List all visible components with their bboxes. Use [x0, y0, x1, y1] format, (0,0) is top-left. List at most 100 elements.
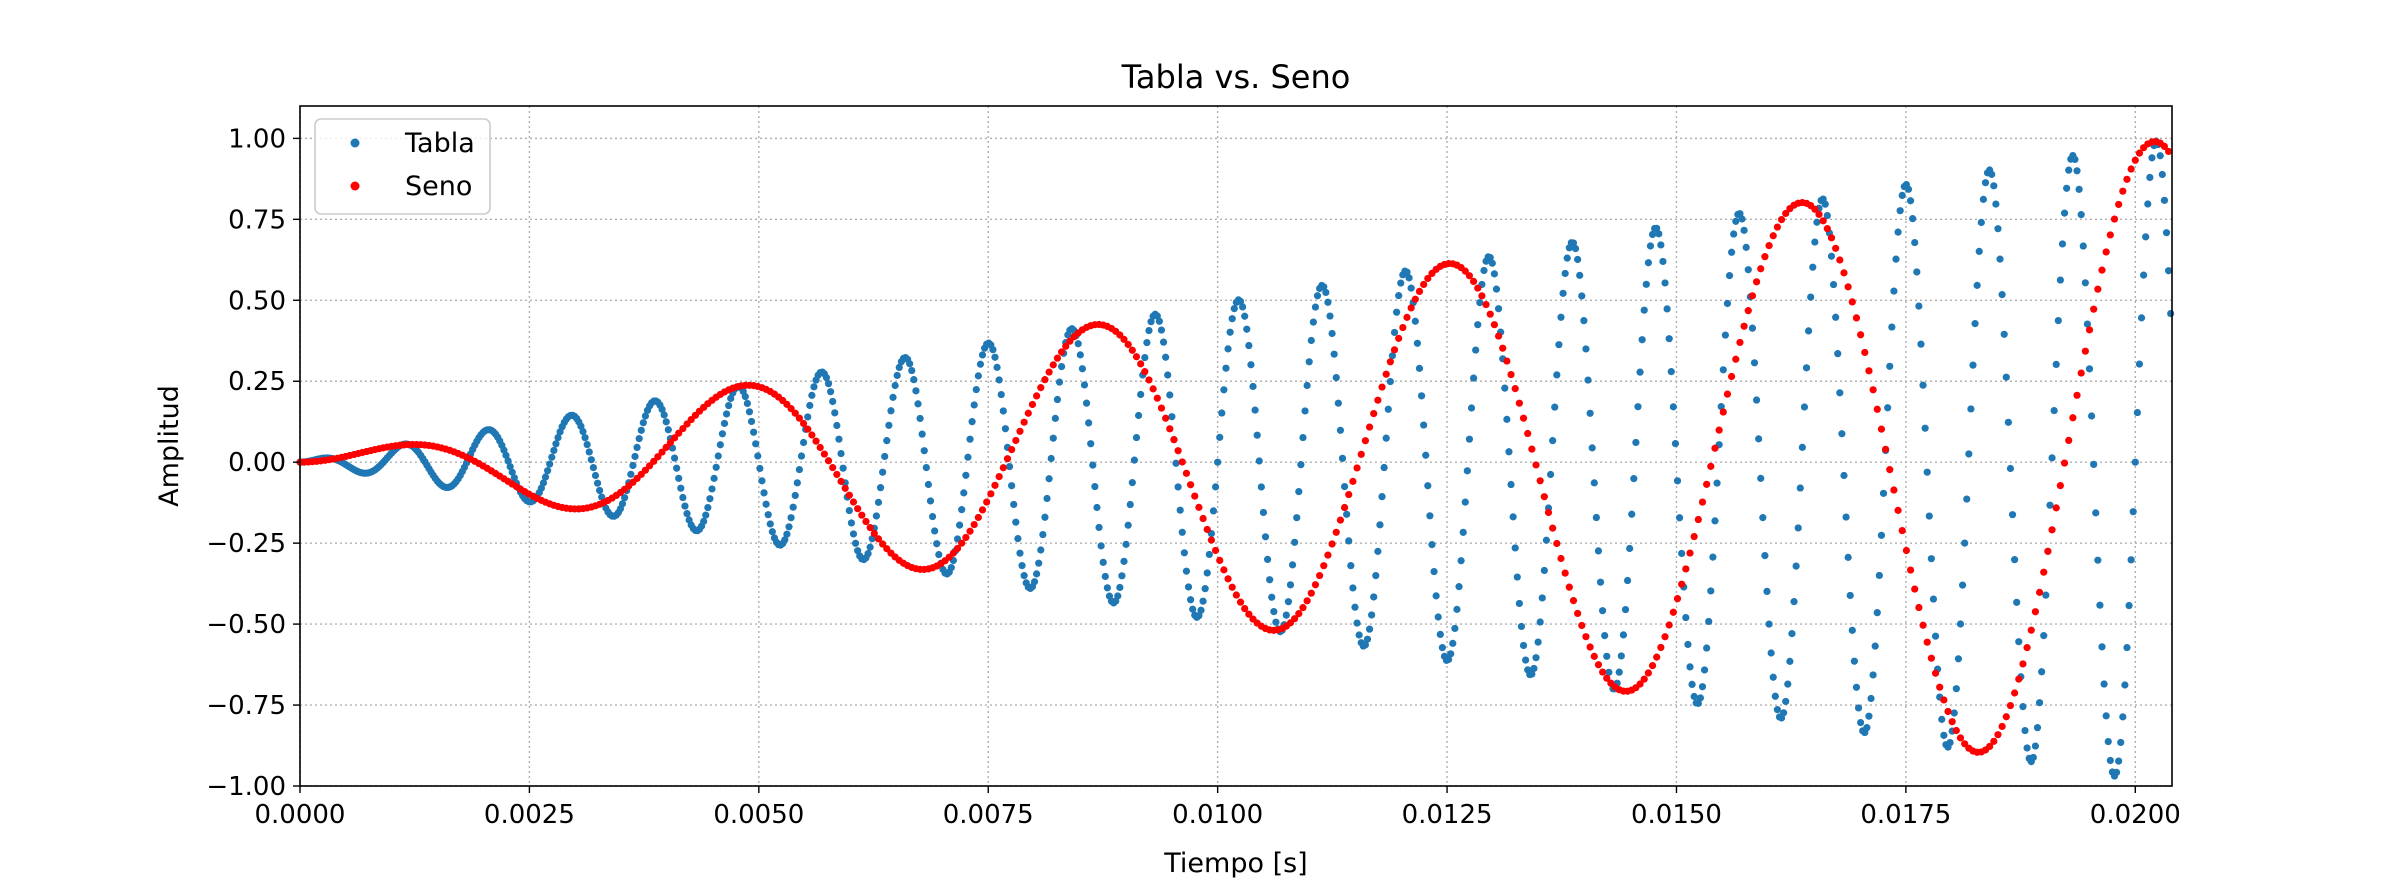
data-point: [1599, 607, 1607, 615]
data-point: [681, 502, 689, 510]
data-point: [799, 438, 808, 447]
data-point: [918, 430, 926, 438]
data-point: [2023, 644, 2031, 652]
x-tick-label: 0.0100: [1172, 800, 1263, 830]
data-point: [1187, 481, 1195, 489]
data-point: [1936, 683, 1944, 691]
data-point: [1565, 583, 1573, 591]
data-point: [1393, 308, 1401, 316]
data-point: [1132, 353, 1141, 361]
data-point: [870, 529, 878, 538]
data-point: [1008, 482, 1016, 490]
data-point: [1328, 540, 1336, 548]
data-point: [1973, 281, 1981, 289]
data-point: [1159, 338, 1168, 346]
y-tick-label: 0.75: [228, 205, 286, 235]
data-point: [849, 498, 858, 506]
data-point: [1640, 675, 1648, 683]
data-point: [1836, 389, 1844, 397]
data-point: [1854, 704, 1863, 712]
data-point: [1690, 692, 1698, 701]
data-point: [1844, 553, 1852, 561]
data-point: [966, 527, 974, 535]
data-point: [1696, 694, 1704, 702]
data-point: [1744, 307, 1752, 315]
data-point: [1386, 358, 1394, 366]
data-point: [1669, 608, 1677, 616]
data-point: [1915, 603, 1923, 612]
data-point: [2090, 460, 2098, 468]
data-point: [928, 512, 937, 521]
data-point: [1245, 610, 1253, 618]
data-point: [2054, 316, 2062, 325]
data-point: [1667, 368, 1675, 376]
data-point: [2106, 231, 2114, 239]
y-tick-label: −0.50: [206, 610, 286, 640]
data-point: [1688, 680, 1696, 689]
data-point: [835, 435, 843, 443]
data-point: [908, 366, 916, 375]
data-point: [1016, 427, 1024, 435]
data-point: [1037, 546, 1045, 554]
data-point: [1149, 385, 1157, 393]
data-point: [1559, 289, 1567, 297]
data-point: [1563, 254, 1571, 262]
data-point: [1415, 287, 1424, 296]
data-point: [1678, 580, 1686, 588]
data-point: [1049, 434, 1057, 442]
data-point: [1530, 664, 1538, 673]
data-point: [539, 479, 548, 487]
data-point: [2140, 271, 2148, 279]
data-point: [1948, 718, 1956, 726]
data-point: [949, 549, 957, 557]
data-point: [2031, 742, 2040, 750]
data-point: [1594, 661, 1603, 669]
data-point: [1305, 358, 1313, 366]
data-point: [916, 414, 924, 423]
data-point: [1191, 492, 1199, 500]
data-point: [851, 539, 860, 547]
data-point: [631, 452, 639, 461]
data-point: [2079, 242, 2087, 250]
data-point: [2164, 147, 2173, 156]
data-point: [1661, 279, 1669, 287]
data-point: [1126, 500, 1134, 509]
data-point: [1769, 673, 1777, 681]
y-tick-label: −0.25: [206, 529, 286, 559]
data-point: [1840, 471, 1848, 480]
data-point: [1224, 575, 1232, 583]
data-point: [1938, 715, 1946, 723]
data-point: [1790, 598, 1798, 606]
data-point: [1218, 409, 1226, 417]
data-point: [1365, 625, 1374, 633]
data-point: [1655, 230, 1663, 238]
data-point: [1738, 215, 1746, 223]
data-point: [1805, 327, 1813, 335]
data-point: [1569, 239, 1578, 247]
data-point: [1546, 470, 1555, 479]
data-point: [1615, 668, 1623, 676]
data-point: [712, 463, 720, 471]
data-point: [1873, 405, 1881, 413]
data-point: [1975, 247, 1983, 255]
data-point: [589, 464, 598, 472]
data-point: [1272, 618, 1280, 626]
data-point: [1311, 581, 1320, 589]
data-point: [789, 503, 797, 511]
data-point: [1836, 256, 1844, 264]
data-point: [858, 511, 866, 519]
data-point: [1230, 305, 1238, 313]
data-point: [1001, 425, 1010, 433]
data-point: [2110, 215, 2119, 223]
data-point: [1492, 285, 1501, 293]
data-point: [1748, 324, 1757, 332]
data-point: [1345, 490, 1353, 499]
data-point: [706, 495, 714, 503]
data-point: [1707, 587, 1715, 595]
data-point: [791, 491, 799, 500]
data-point: [1721, 331, 1729, 339]
data-point: [1376, 521, 1384, 529]
data-point: [1324, 551, 1332, 559]
data-point: [1351, 603, 1359, 611]
data-point: [837, 477, 845, 485]
